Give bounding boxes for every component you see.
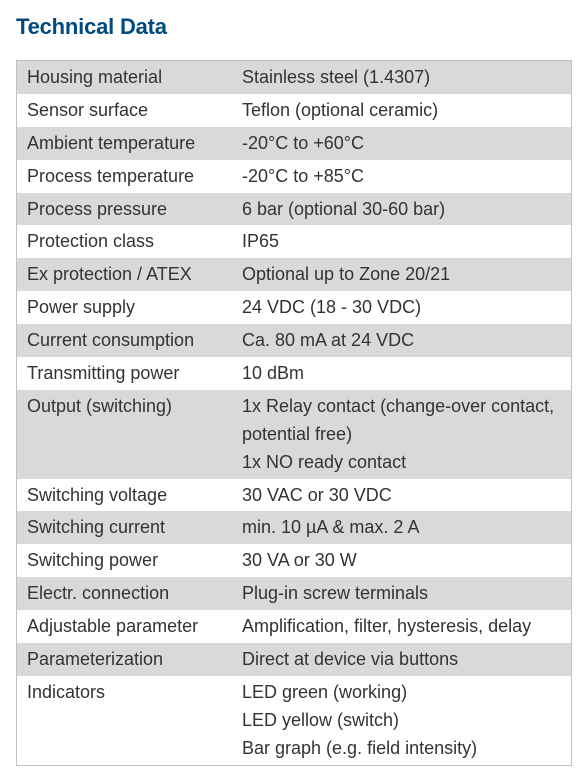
- table-row: Process pressure6 bar (optional 30-60 ba…: [17, 193, 571, 226]
- row-value: Ca. 80 mA at 24 VDC: [232, 324, 571, 357]
- table-row: Electr. connectionPlug-in screw terminal…: [17, 577, 571, 610]
- row-value: -20°C to +85°C: [232, 160, 571, 193]
- row-value: 6 bar (optional 30-60 bar): [232, 193, 571, 226]
- row-label: Switching voltage: [17, 479, 232, 512]
- row-value: -20°C to +60°C: [232, 127, 571, 160]
- row-label: Electr. connection: [17, 577, 232, 610]
- row-value: 30 VAC or 30 VDC: [232, 479, 571, 512]
- row-value: LED green (working)LED yellow (switch)Ba…: [232, 676, 571, 765]
- table-row: Power supply24 VDC (18 - 30 VDC): [17, 291, 571, 324]
- row-label: Housing material: [17, 61, 232, 94]
- row-label: Power supply: [17, 291, 232, 324]
- row-label: Switching current: [17, 511, 232, 544]
- table-row: IndicatorsLED green (working)LED yellow …: [17, 676, 571, 765]
- table-row: Switching power30 VA or 30 W: [17, 544, 571, 577]
- row-value: 1x Relay contact (change-over contact, p…: [232, 390, 571, 479]
- row-label: Indicators: [17, 676, 232, 765]
- row-label: Process pressure: [17, 193, 232, 226]
- table-row: Sensor surfaceTeflon (optional ceramic): [17, 94, 571, 127]
- row-label: Adjustable parameter: [17, 610, 232, 643]
- row-value: min. 10 µA & max. 2 A: [232, 511, 571, 544]
- row-value: Stainless steel (1.4307): [232, 61, 571, 94]
- table-row: Switching currentmin. 10 µA & max. 2 A: [17, 511, 571, 544]
- table-row: Ex protection / ATEXOptional up to Zone …: [17, 258, 571, 291]
- row-label: Switching power: [17, 544, 232, 577]
- row-label: Transmitting power: [17, 357, 232, 390]
- row-value: 24 VDC (18 - 30 VDC): [232, 291, 571, 324]
- table-row: Protection classIP65: [17, 225, 571, 258]
- row-label: Sensor surface: [17, 94, 232, 127]
- technical-data-table: Housing materialStainless steel (1.4307)…: [16, 60, 572, 766]
- row-label: Output (switching): [17, 390, 232, 479]
- table-row: Current consumptionCa. 80 mA at 24 VDC: [17, 324, 571, 357]
- row-label: Parameterization: [17, 643, 232, 676]
- table-row: Housing materialStainless steel (1.4307): [17, 61, 571, 94]
- row-value: Plug-in screw terminals: [232, 577, 571, 610]
- row-value: Teflon (optional ceramic): [232, 94, 571, 127]
- row-label: Protection class: [17, 225, 232, 258]
- row-value: Optional up to Zone 20/21: [232, 258, 571, 291]
- row-label: Ex protection / ATEX: [17, 258, 232, 291]
- row-value: 10 dBm: [232, 357, 571, 390]
- row-value: Amplification, filter, hysteresis, delay: [232, 610, 571, 643]
- table-row: Process temperature-20°C to +85°C: [17, 160, 571, 193]
- row-label: Process temperature: [17, 160, 232, 193]
- table-row: Transmitting power10 dBm: [17, 357, 571, 390]
- row-label: Current consumption: [17, 324, 232, 357]
- row-label: Ambient temperature: [17, 127, 232, 160]
- table-row: Output (switching)1x Relay contact (chan…: [17, 390, 571, 479]
- row-value: IP65: [232, 225, 571, 258]
- table-row: Switching voltage30 VAC or 30 VDC: [17, 479, 571, 512]
- section-title: Technical Data: [16, 14, 572, 40]
- row-value: 30 VA or 30 W: [232, 544, 571, 577]
- table-row: ParameterizationDirect at device via but…: [17, 643, 571, 676]
- table-row: Adjustable parameterAmplification, filte…: [17, 610, 571, 643]
- row-value: Direct at device via buttons: [232, 643, 571, 676]
- table-row: Ambient temperature-20°C to +60°C: [17, 127, 571, 160]
